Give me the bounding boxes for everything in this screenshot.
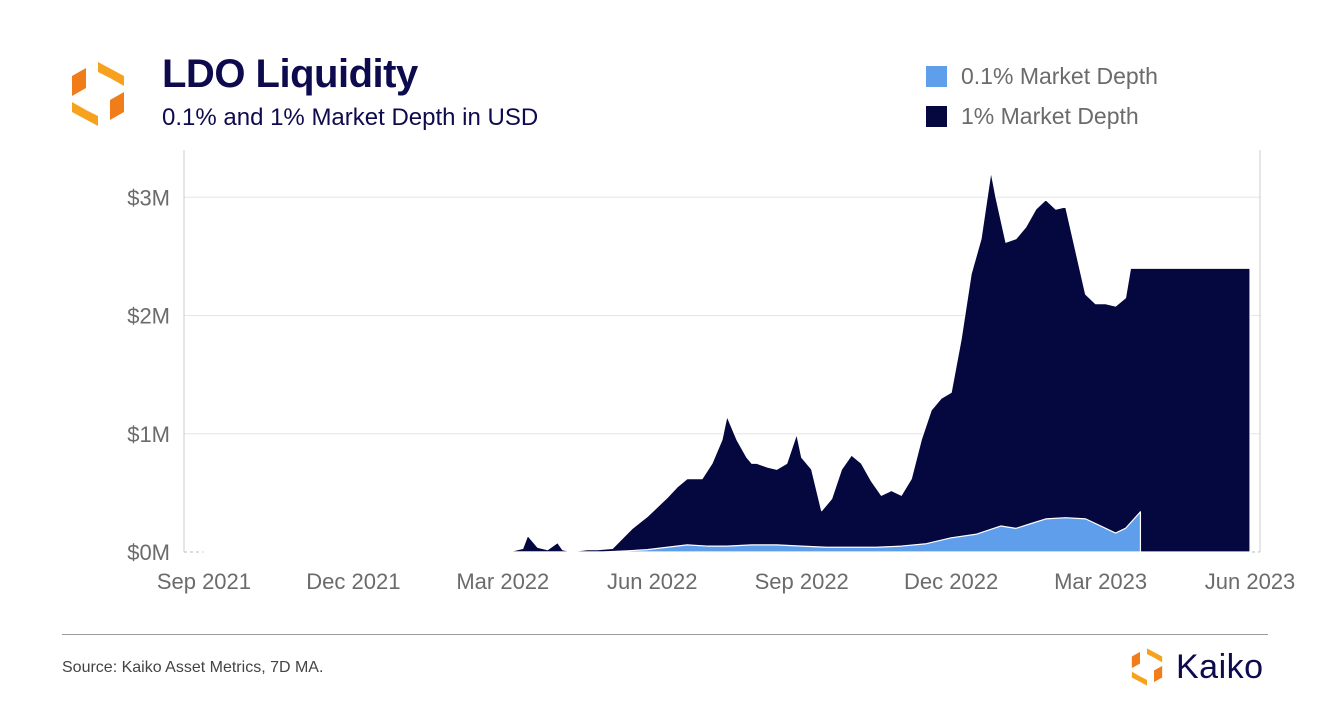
y-tick-label: $1M <box>127 422 170 447</box>
footer-divider <box>62 634 1268 635</box>
legend-swatch-0-1pct <box>926 65 947 87</box>
legend-item-1pct[interactable]: 1% Market Depth <box>926 96 1158 136</box>
kaiko-logo-icon <box>72 62 124 126</box>
source-note: Source: Kaiko Asset Metrics, 7D MA. <box>62 659 324 676</box>
kaiko-brand-logo-icon <box>1131 648 1163 686</box>
y-tick-label: $3M <box>127 185 170 210</box>
legend: 0.1% Market Depth 1% Market Depth <box>926 56 1158 136</box>
x-tick-label: Mar 2023 <box>1054 569 1147 594</box>
chart-title: LDO Liquidity <box>162 52 418 96</box>
chart-subtitle: 0.1% and 1% Market Depth in USD <box>162 104 539 131</box>
area-0-1pct-market-depth <box>203 511 1142 553</box>
x-tick-label: Sep 2021 <box>157 569 251 594</box>
x-tick-label: Jun 2022 <box>607 569 698 594</box>
legend-label-0-1pct: 0.1% Market Depth <box>961 62 1158 89</box>
kaiko-brand: Kaiko <box>1126 646 1264 688</box>
area-1pct-market-depth <box>203 170 1251 553</box>
legend-item-0-1pct[interactable]: 0.1% Market Depth <box>926 56 1158 96</box>
x-tick-label: Dec 2022 <box>904 569 998 594</box>
y-tick-label: $2M <box>127 304 170 329</box>
legend-swatch-1pct <box>926 105 947 127</box>
x-tick-label: Sep 2022 <box>755 569 849 594</box>
legend-label-1pct: 1% Market Depth <box>961 102 1139 129</box>
x-tick-label: Mar 2022 <box>456 569 549 594</box>
kaiko-brand-name: Kaiko <box>1176 647 1264 686</box>
x-tick-label: Dec 2021 <box>306 569 400 594</box>
x-tick-label: Jun 2023 <box>1205 569 1296 594</box>
y-tick-label: $0M <box>127 540 170 565</box>
